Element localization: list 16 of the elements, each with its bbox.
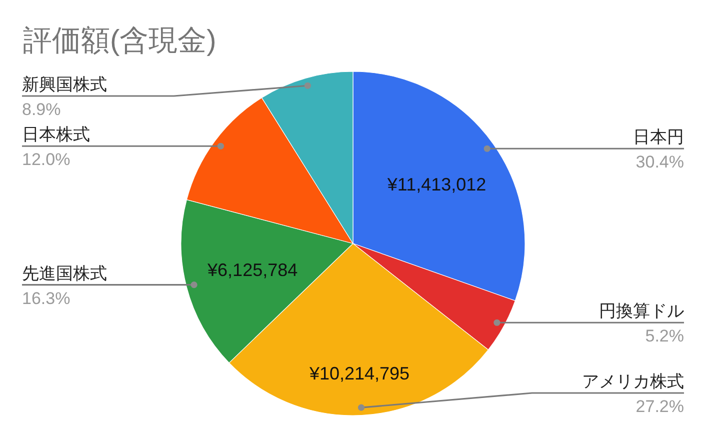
data-label: 16.3% [22,288,70,308]
slice-label: 新興国株式 [22,75,107,94]
data-label: 12.0% [22,150,70,170]
slice-label: 日本株式 [22,125,90,144]
data-label: 27.2% [636,397,684,416]
title: 評価額(含現金) [23,25,216,57]
slice-label: 先進国株式 [22,264,107,283]
slice-label: アメリカ株式 [582,372,684,391]
annotation: ¥6,125,784 [208,260,298,280]
slice-label: 円換算ドル [599,302,684,321]
annotation: ¥11,413,012 [387,174,486,195]
annotation: ¥10,214,795 [309,363,410,384]
data-label: 5.2% [645,326,684,346]
data-label: 30.4% [636,152,684,172]
data-label: 8.9% [22,100,61,119]
slice-label: 日本円 [633,128,684,147]
